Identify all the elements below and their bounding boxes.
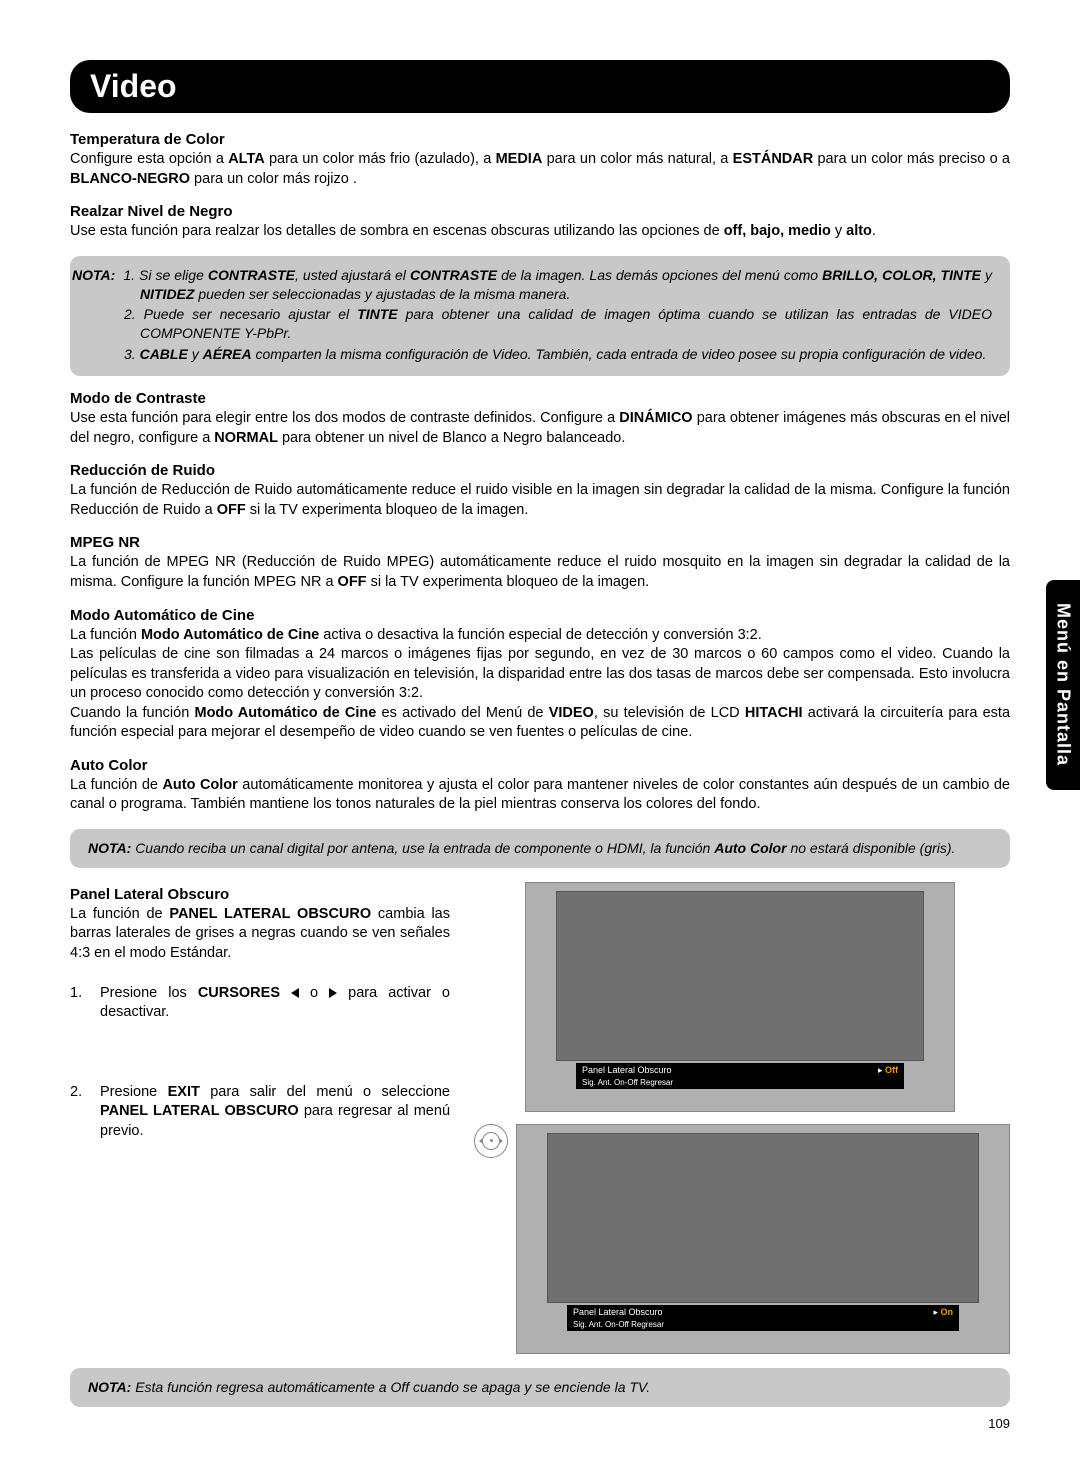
- heading-temp-color: Temperatura de Color: [70, 131, 1010, 148]
- body-cine: La función Modo Automático de Cine activ…: [70, 626, 1010, 743]
- page-number: 109: [988, 1416, 1010, 1431]
- body-reduccion: La función de Reducción de Ruido automát…: [70, 481, 1010, 520]
- body-mpeg: La función de MPEG NR (Reducción de Ruid…: [70, 553, 1010, 592]
- cursor-left-icon: [291, 988, 299, 998]
- heading-reduccion: Reducción de Ruido: [70, 462, 1010, 479]
- tv-screen-on: Panel Lateral Obscuro▸ On Sig. Ant. On-O…: [516, 1124, 1010, 1354]
- osd-bar-on: Panel Lateral Obscuro▸ On Sig. Ant. On-O…: [567, 1305, 959, 1331]
- body-temp-color: Configure esta opción a ALTA para un col…: [70, 150, 1010, 189]
- page-title: Video: [70, 60, 1010, 113]
- step-1: 1. Presione los CURSORES o para activar …: [70, 984, 450, 1023]
- heading-mpeg: MPEG NR: [70, 534, 1010, 551]
- heading-contraste: Modo de Contraste: [70, 390, 1010, 407]
- nota-box-2: NOTA: Cuando reciba un canal digital por…: [70, 829, 1010, 868]
- nota-box-1: NOTA: 1. Si se elige CONTRASTE, usted aj…: [70, 256, 1010, 376]
- side-tab: Menú en Pantalla: [1046, 580, 1080, 790]
- tv-screen-off: Panel Lateral Obscuro▸ Off Sig. Ant. On-…: [525, 882, 955, 1112]
- heading-autocolor: Auto Color: [70, 757, 1010, 774]
- osd-bar-off: Panel Lateral Obscuro▸ Off Sig. Ant. On-…: [576, 1063, 904, 1089]
- body-contraste: Use esta función para elegir entre los d…: [70, 409, 1010, 448]
- nav-dpad-icon: [474, 1124, 508, 1158]
- body-autocolor: La función de Auto Color automáticamente…: [70, 776, 1010, 815]
- heading-cine: Modo Automático de Cine: [70, 607, 1010, 624]
- nota-box-3: NOTA: Esta función regresa automáticamen…: [70, 1368, 1010, 1407]
- body-panel: La función de PANEL LATERAL OBSCURO camb…: [70, 905, 450, 964]
- heading-realzar: Realzar Nivel de Negro: [70, 203, 1010, 220]
- cursor-right-icon: [329, 988, 337, 998]
- body-realzar: Use esta función para realzar los detall…: [70, 222, 1010, 242]
- step-2: 2. Presione EXIT para salir del menú o s…: [70, 1083, 450, 1142]
- heading-panel: Panel Lateral Obscuro: [70, 886, 450, 903]
- nota-label: NOTA:: [72, 267, 115, 283]
